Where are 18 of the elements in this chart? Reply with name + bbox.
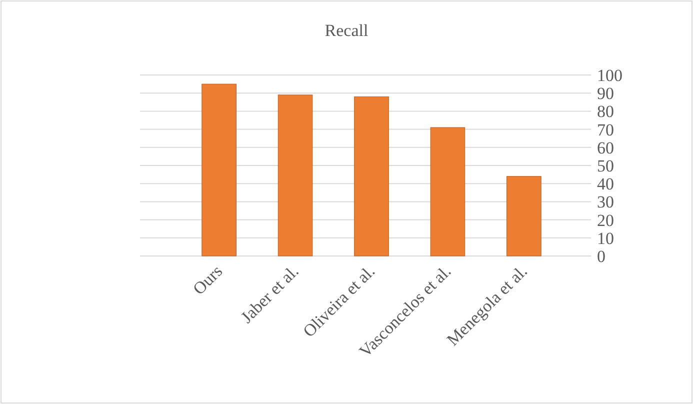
x-tick-label: Ours [189,262,226,298]
y-tick-label: 10 [597,228,614,248]
bar [506,176,542,256]
y-tick-label: 50 [597,156,614,176]
y-tick-label: 20 [597,210,614,230]
y-tick-label: 60 [597,138,614,158]
y-tick-label: 100 [597,66,622,85]
bar [202,84,236,256]
y-tick-label: 80 [597,102,614,122]
chart-title: Recall [324,21,368,40]
y-tick-label: 90 [597,84,614,104]
y-tick-label: 30 [597,192,614,212]
bar [278,94,313,256]
y-tick-label: 40 [597,174,614,194]
y-tick-label: 0 [597,246,606,266]
bar [354,96,389,256]
bar [430,127,466,256]
y-tick-label: 70 [597,120,614,140]
